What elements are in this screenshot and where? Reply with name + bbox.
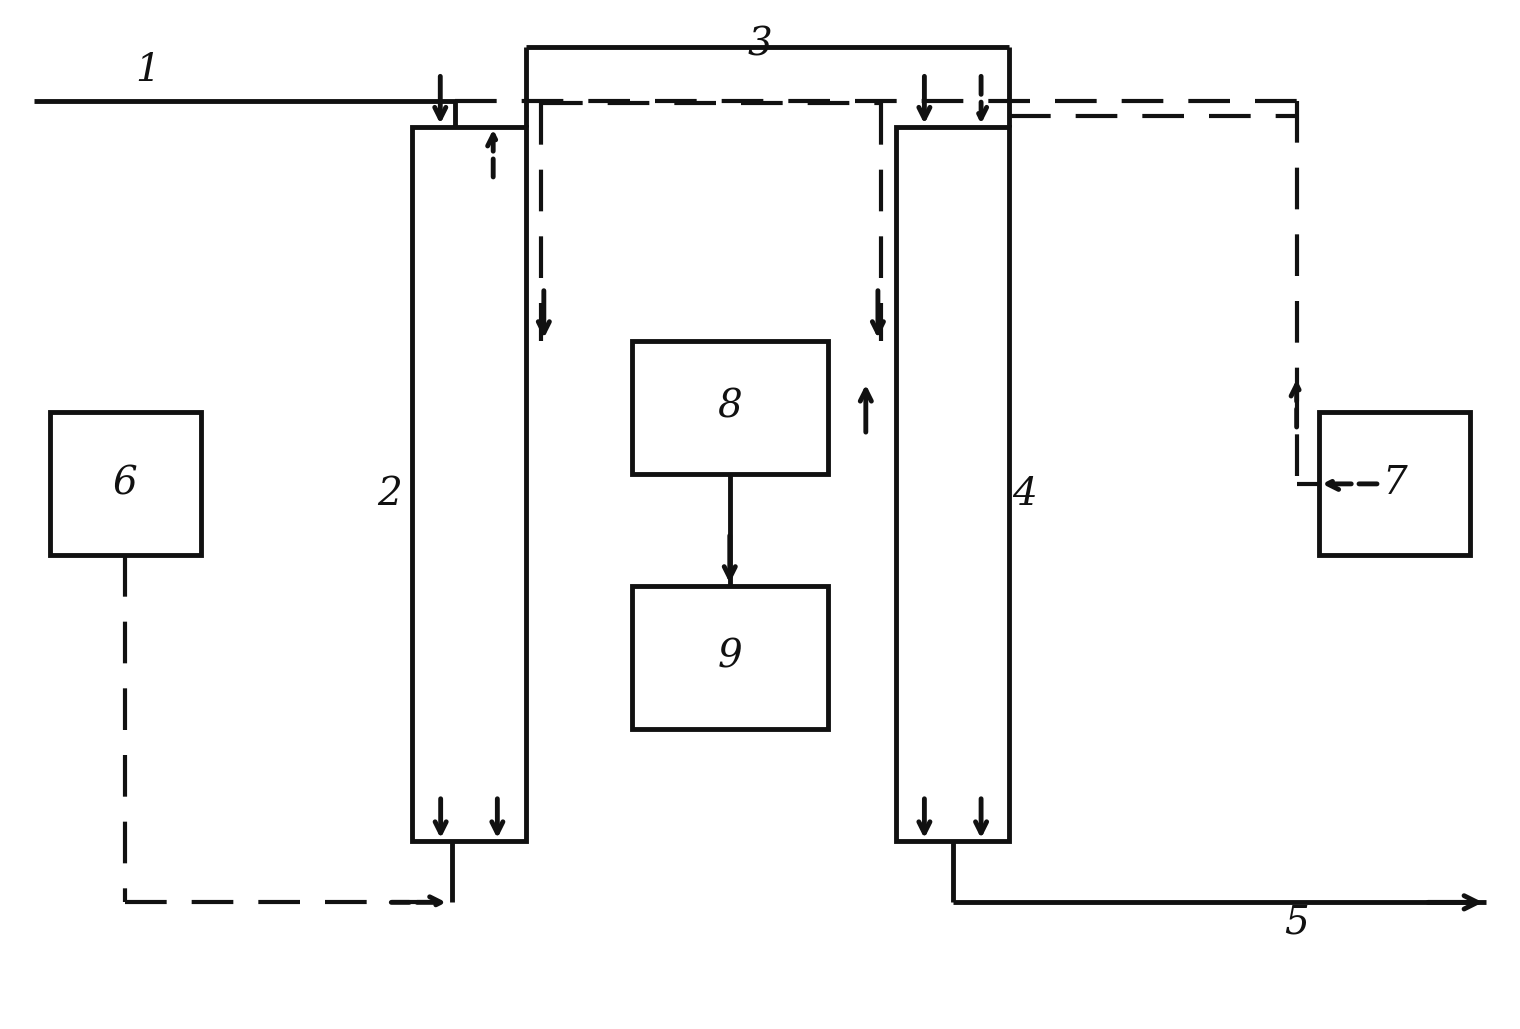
Text: 4: 4 [1012,475,1037,512]
Text: 6: 6 [112,465,137,502]
Text: 3: 3 [748,27,772,64]
Bar [631,341,828,473]
Bar [412,127,526,841]
Text: 8: 8 [717,389,742,426]
Bar [631,586,828,729]
Text: 5: 5 [1284,904,1309,942]
Text: 7: 7 [1383,465,1408,502]
Text: 2: 2 [377,475,401,512]
Text: 9: 9 [717,639,742,676]
Text: 1: 1 [135,52,160,90]
Bar [50,413,201,556]
Bar [897,127,1009,841]
Bar [1319,413,1470,556]
